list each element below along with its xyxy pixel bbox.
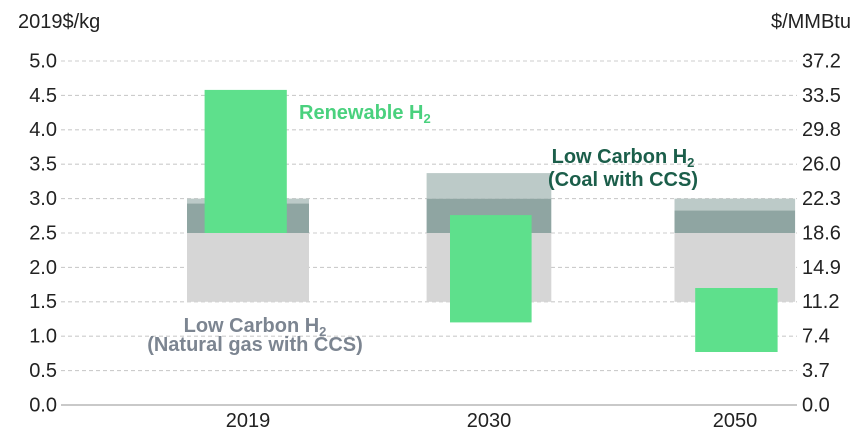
svg-text:3.5: 3.5 xyxy=(29,154,57,176)
svg-text:(Coal with CCS): (Coal with CCS) xyxy=(548,169,698,191)
svg-text:0.0: 0.0 xyxy=(29,394,57,416)
svg-text:2019: 2019 xyxy=(226,410,271,432)
svg-text:Low Carbon H2: Low Carbon H2 xyxy=(552,146,695,170)
svg-text:2.0: 2.0 xyxy=(29,257,57,279)
svg-text:3.0: 3.0 xyxy=(29,188,57,210)
svg-text:2019$/kg: 2019$/kg xyxy=(18,11,100,33)
svg-text:2.5: 2.5 xyxy=(29,222,57,244)
svg-text:1.5: 1.5 xyxy=(29,291,57,313)
svg-text:4.0: 4.0 xyxy=(29,119,57,141)
svg-text:18.6: 18.6 xyxy=(802,222,841,244)
svg-text:(Natural gas with CCS): (Natural gas with CCS) xyxy=(147,334,363,356)
svg-text:22.3: 22.3 xyxy=(802,188,841,210)
svg-text:5.0: 5.0 xyxy=(29,50,57,72)
svg-text:37.2: 37.2 xyxy=(802,50,841,72)
svg-text:4.5: 4.5 xyxy=(29,85,57,107)
svg-text:14.9: 14.9 xyxy=(802,257,841,279)
svg-text:3.7: 3.7 xyxy=(802,360,830,382)
svg-text:0.5: 0.5 xyxy=(29,360,57,382)
svg-text:29.8: 29.8 xyxy=(802,119,841,141)
svg-text:Renewable H2: Renewable H2 xyxy=(299,102,431,126)
svg-text:2050: 2050 xyxy=(713,410,758,432)
svg-text:$/MMBtu: $/MMBtu xyxy=(771,11,851,33)
svg-text:33.5: 33.5 xyxy=(802,85,841,107)
svg-text:11.2: 11.2 xyxy=(802,291,839,313)
svg-text:26.0: 26.0 xyxy=(802,154,841,176)
svg-text:7.4: 7.4 xyxy=(802,326,830,348)
svg-text:1.0: 1.0 xyxy=(29,326,57,348)
svg-text:2030: 2030 xyxy=(467,410,512,432)
svg-text:0.0: 0.0 xyxy=(802,394,830,416)
